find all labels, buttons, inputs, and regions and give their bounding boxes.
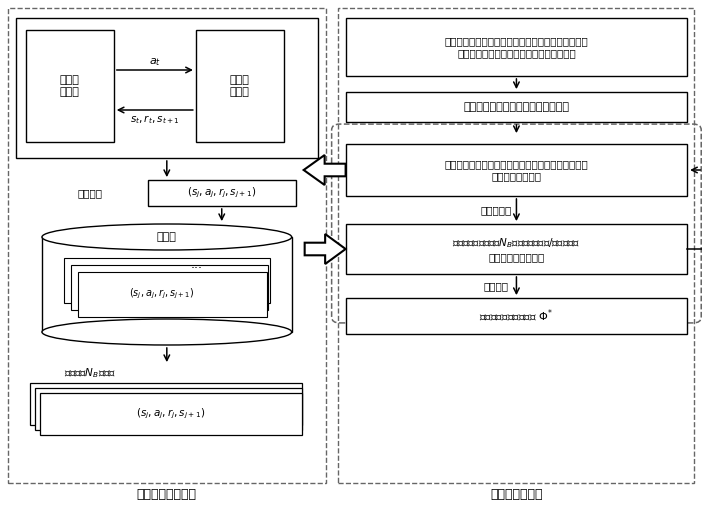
Text: $a_t$: $a_t$ xyxy=(149,56,161,68)
Bar xyxy=(195,30,284,142)
Bar xyxy=(346,92,688,122)
Ellipse shape xyxy=(42,319,292,345)
Text: 智能体在线训练: 智能体在线训练 xyxy=(490,488,543,501)
Bar xyxy=(148,180,296,206)
Bar xyxy=(346,144,688,196)
Text: 智能反射表面与无线通信系统进行交互产生经验样本
并存储至经验池中: 智能反射表面与无线通信系统进行交互产生经验样本 并存储至经验池中 xyxy=(444,159,588,181)
Text: 输出最优相位偏置矩阵 $\Phi^{*}$: 输出最优相位偏置矩阵 $\Phi^{*}$ xyxy=(479,308,553,324)
Bar xyxy=(78,272,267,317)
Bar xyxy=(346,298,688,334)
Text: 智能反
射表面: 智能反 射表面 xyxy=(60,75,80,97)
Text: 根据用户信道状态信息设置初始状态: 根据用户信道状态信息设置初始状态 xyxy=(463,102,569,112)
Text: ...: ... xyxy=(191,258,202,271)
Polygon shape xyxy=(304,155,346,185)
Text: $(s_j, a_j, r_j, s_{j+1})$: $(s_j, a_j, r_j, s_{j+1})$ xyxy=(187,186,257,200)
Text: 从经验池中随机采样$N_B$个样本用于动作/评价网络参
数的训练，更新状态: 从经验池中随机采样$N_B$个样本用于动作/评价网络参 数的训练，更新状态 xyxy=(453,236,581,262)
Bar xyxy=(35,388,302,430)
Text: $(s_j, a_j, r_j, s_{j+1})$: $(s_j, a_j, r_j, s_{j+1})$ xyxy=(129,287,195,301)
Bar xyxy=(346,18,688,76)
Polygon shape xyxy=(304,234,346,264)
Text: $(s_j, a_j, r_j, s_{j+1})$: $(s_j, a_j, r_j, s_{j+1})$ xyxy=(136,407,205,421)
Text: 随机采样$N_B$个样本: 随机采样$N_B$个样本 xyxy=(64,366,116,380)
Ellipse shape xyxy=(42,224,292,250)
Bar xyxy=(337,8,695,483)
Bar xyxy=(26,30,114,142)
Bar xyxy=(30,383,302,425)
Bar xyxy=(71,265,269,310)
Text: 构建智能体的动作网络、评价网络、经验池；随机初
始化动作网络、评价网络参数，清空经验池: 构建智能体的动作网络、评价网络、经验池；随机初 始化动作网络、评价网络参数，清空… xyxy=(444,36,588,58)
Text: 经验池存储与采样: 经验池存储与采样 xyxy=(137,488,197,501)
Text: 存储经验: 存储经验 xyxy=(77,188,103,198)
Bar xyxy=(16,18,318,158)
Text: 网络收敛: 网络收敛 xyxy=(484,281,509,291)
Bar xyxy=(8,8,325,483)
Text: 无线通
信系统: 无线通 信系统 xyxy=(230,75,250,97)
Text: 经验池: 经验池 xyxy=(157,232,176,242)
Bar xyxy=(346,224,688,274)
Bar xyxy=(42,237,292,332)
Text: 网络未收敛: 网络未收敛 xyxy=(481,205,512,215)
Bar xyxy=(40,393,302,435)
Bar xyxy=(64,258,270,303)
Text: $s_t, r_t, s_{t+1}$: $s_t, r_t, s_{t+1}$ xyxy=(130,113,180,126)
